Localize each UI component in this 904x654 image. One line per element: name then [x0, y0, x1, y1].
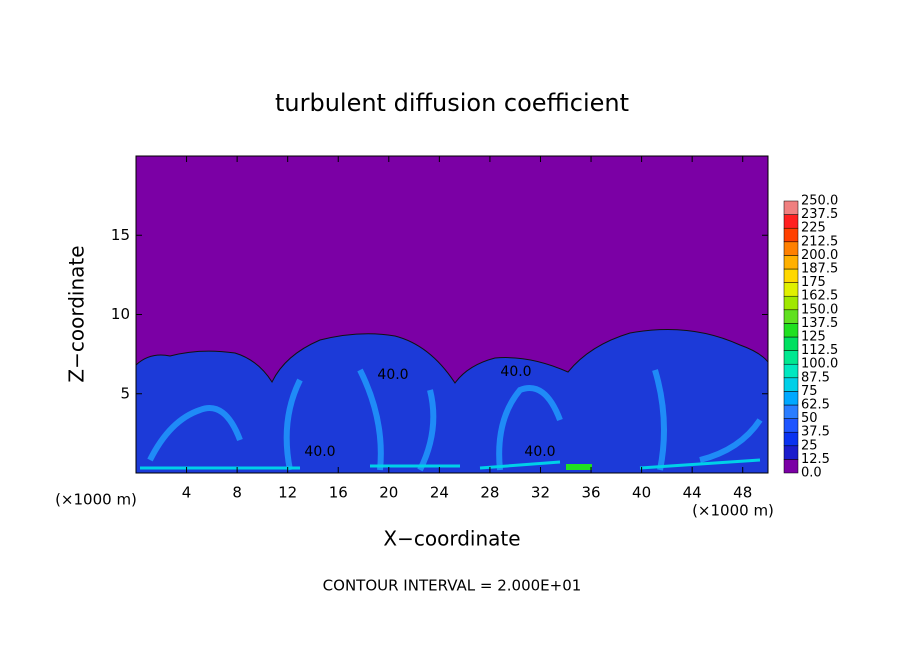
colorbar-label: 187.5 — [801, 262, 838, 277]
colorbar-label: 0.0 — [801, 466, 822, 481]
field-streak — [147, 368, 763, 472]
colorbar-swatch — [783, 431, 799, 447]
x-tick-label: 44 — [683, 484, 702, 502]
field-layer — [135, 328, 769, 474]
contour-label: 40.0 — [377, 367, 408, 383]
x-tick-label: 24 — [430, 484, 449, 502]
colorbar-label: 212.5 — [801, 234, 838, 249]
colorbar-label: 162.5 — [801, 289, 838, 304]
colorbar-label: 75 — [801, 384, 818, 399]
y-tick-label: 5 — [120, 384, 130, 402]
y-axis-title: Z−coordinate — [65, 245, 89, 382]
colorbar-label: 137.5 — [801, 316, 838, 331]
x-tick-label: 32 — [531, 484, 550, 502]
field-spot — [566, 464, 592, 470]
colorbar-label: 37.5 — [801, 425, 830, 440]
colorbar-swatch — [783, 295, 799, 311]
footnote: CONTOUR INTERVAL = 2.000E+01 — [323, 577, 582, 595]
colorbar-label: 225 — [801, 221, 826, 236]
contour-label: 40.0 — [500, 364, 531, 380]
colorbar-label: 250.0 — [801, 194, 838, 209]
x-tick-label: 12 — [278, 484, 297, 502]
field — [135, 156, 769, 474]
colorbar-label: 62.5 — [801, 398, 830, 413]
colorbar-swatch — [783, 309, 799, 324]
colorbar-swatch — [783, 391, 799, 406]
x-units: (×1000 m) — [692, 502, 774, 520]
colorbar-label: 175 — [801, 275, 826, 290]
colorbar-label: 12.5 — [801, 452, 830, 467]
colorbar-label: 50 — [801, 411, 818, 426]
colorbar-swatch — [783, 268, 799, 283]
x-tick-label: 36 — [581, 484, 600, 502]
x-tick-label: 8 — [232, 484, 242, 502]
colorbar-swatch — [783, 200, 799, 215]
contour-label: 40.0 — [524, 444, 555, 460]
colorbar-swatch — [783, 404, 799, 419]
colorbar-label: 112.5 — [801, 343, 838, 358]
colorbar-swatch — [783, 227, 799, 243]
x-axis-title: X−coordinate — [383, 527, 520, 551]
x-tick-label: 16 — [329, 484, 348, 502]
colorbar-label: 100.0 — [801, 357, 838, 372]
x-tick-label: 20 — [379, 484, 398, 502]
colorbar-swatch — [783, 377, 799, 392]
colorbar-label: 237.5 — [801, 207, 838, 222]
x-tick-label: 4 — [182, 484, 192, 502]
colorbar-swatch — [783, 336, 799, 351]
x-tick-label: 48 — [733, 484, 752, 502]
y-tick-label: 10 — [111, 305, 130, 323]
colorbar-swatch — [783, 363, 799, 379]
x-tick-label: 40 — [632, 484, 651, 502]
colorbar-label: 200.0 — [801, 248, 838, 263]
x-tick-label: 28 — [480, 484, 499, 502]
y-tick-label: 15 — [111, 226, 130, 244]
colorbar-swatch — [783, 282, 799, 297]
colorbar-swatch — [783, 459, 799, 474]
colorbar-label: 150.0 — [801, 302, 838, 317]
colorbar-swatch — [783, 350, 799, 365]
colorbar-label: 25 — [801, 438, 818, 453]
colorbar-swatch — [783, 255, 799, 270]
colorbar-swatch — [783, 418, 799, 433]
contour-label: 40.0 — [304, 444, 335, 460]
colorbar-swatch — [783, 323, 799, 338]
colorbar-label: 125 — [801, 330, 826, 345]
colorbar-label: 87.5 — [801, 370, 830, 385]
colorbar-swatch — [783, 445, 799, 460]
chart-title: turbulent diffusion coefficient — [275, 89, 629, 117]
field-streak — [140, 458, 761, 470]
y-units: (×1000 m) — [55, 491, 137, 509]
colorbar-swatch — [783, 241, 799, 256]
colorbar-swatch — [783, 214, 799, 229]
